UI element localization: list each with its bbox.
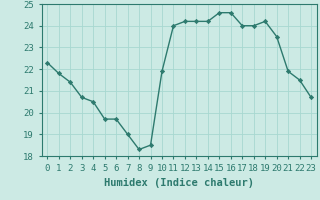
X-axis label: Humidex (Indice chaleur): Humidex (Indice chaleur) xyxy=(104,178,254,188)
